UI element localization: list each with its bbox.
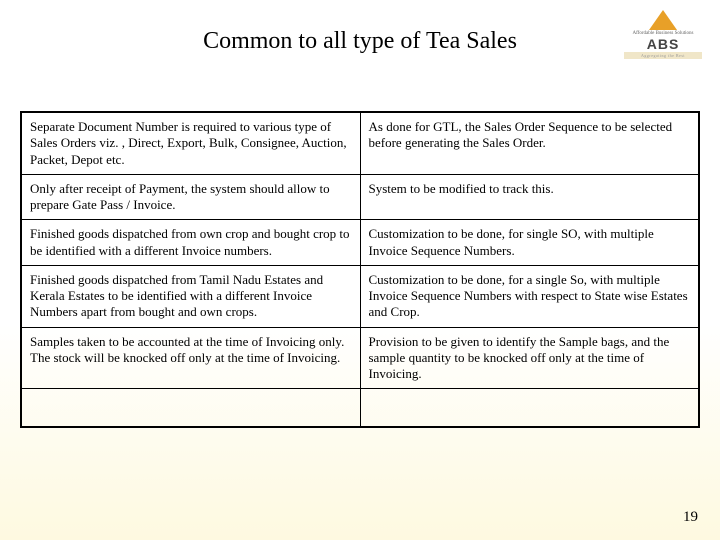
resolution-cell: As done for GTL, the Sales Order Sequenc…	[360, 112, 699, 174]
table-row: Samples taken to be accounted at the tim…	[21, 327, 699, 389]
requirements-table: Separate Document Number is required to …	[20, 111, 700, 428]
page-number: 19	[683, 509, 698, 526]
requirement-cell: Samples taken to be accounted at the tim…	[21, 327, 360, 389]
resolution-cell: System to be modified to track this.	[360, 174, 699, 220]
requirement-cell: Separate Document Number is required to …	[21, 112, 360, 174]
requirement-cell: Only after receipt of Payment, the syste…	[21, 174, 360, 220]
table-row: Finished goods dispatched from own crop …	[21, 220, 699, 266]
page-title: Common to all type of Tea Sales	[0, 0, 720, 63]
requirement-cell: Finished goods dispatched from own crop …	[21, 220, 360, 266]
resolution-cell: Provision to be given to identify the Sa…	[360, 327, 699, 389]
table-row: Only after receipt of Payment, the syste…	[21, 174, 699, 220]
resolution-cell: Customization to be done, for a single S…	[360, 265, 699, 327]
logo-triangle-icon	[649, 10, 677, 30]
logo-main-text: ABS	[624, 37, 702, 51]
requirement-cell: Finished goods dispatched from Tamil Nad…	[21, 265, 360, 327]
requirements-table-wrap: Separate Document Number is required to …	[20, 111, 700, 428]
logo-tagline: Aggregating the Best	[624, 52, 702, 59]
table-row: Finished goods dispatched from Tamil Nad…	[21, 265, 699, 327]
abs-logo: Affordable Business Solutions ABS Aggreg…	[624, 10, 702, 62]
table-row	[21, 389, 699, 427]
resolution-cell	[360, 389, 699, 427]
requirement-cell	[21, 389, 360, 427]
table-row: Separate Document Number is required to …	[21, 112, 699, 174]
resolution-cell: Customization to be done, for single SO,…	[360, 220, 699, 266]
